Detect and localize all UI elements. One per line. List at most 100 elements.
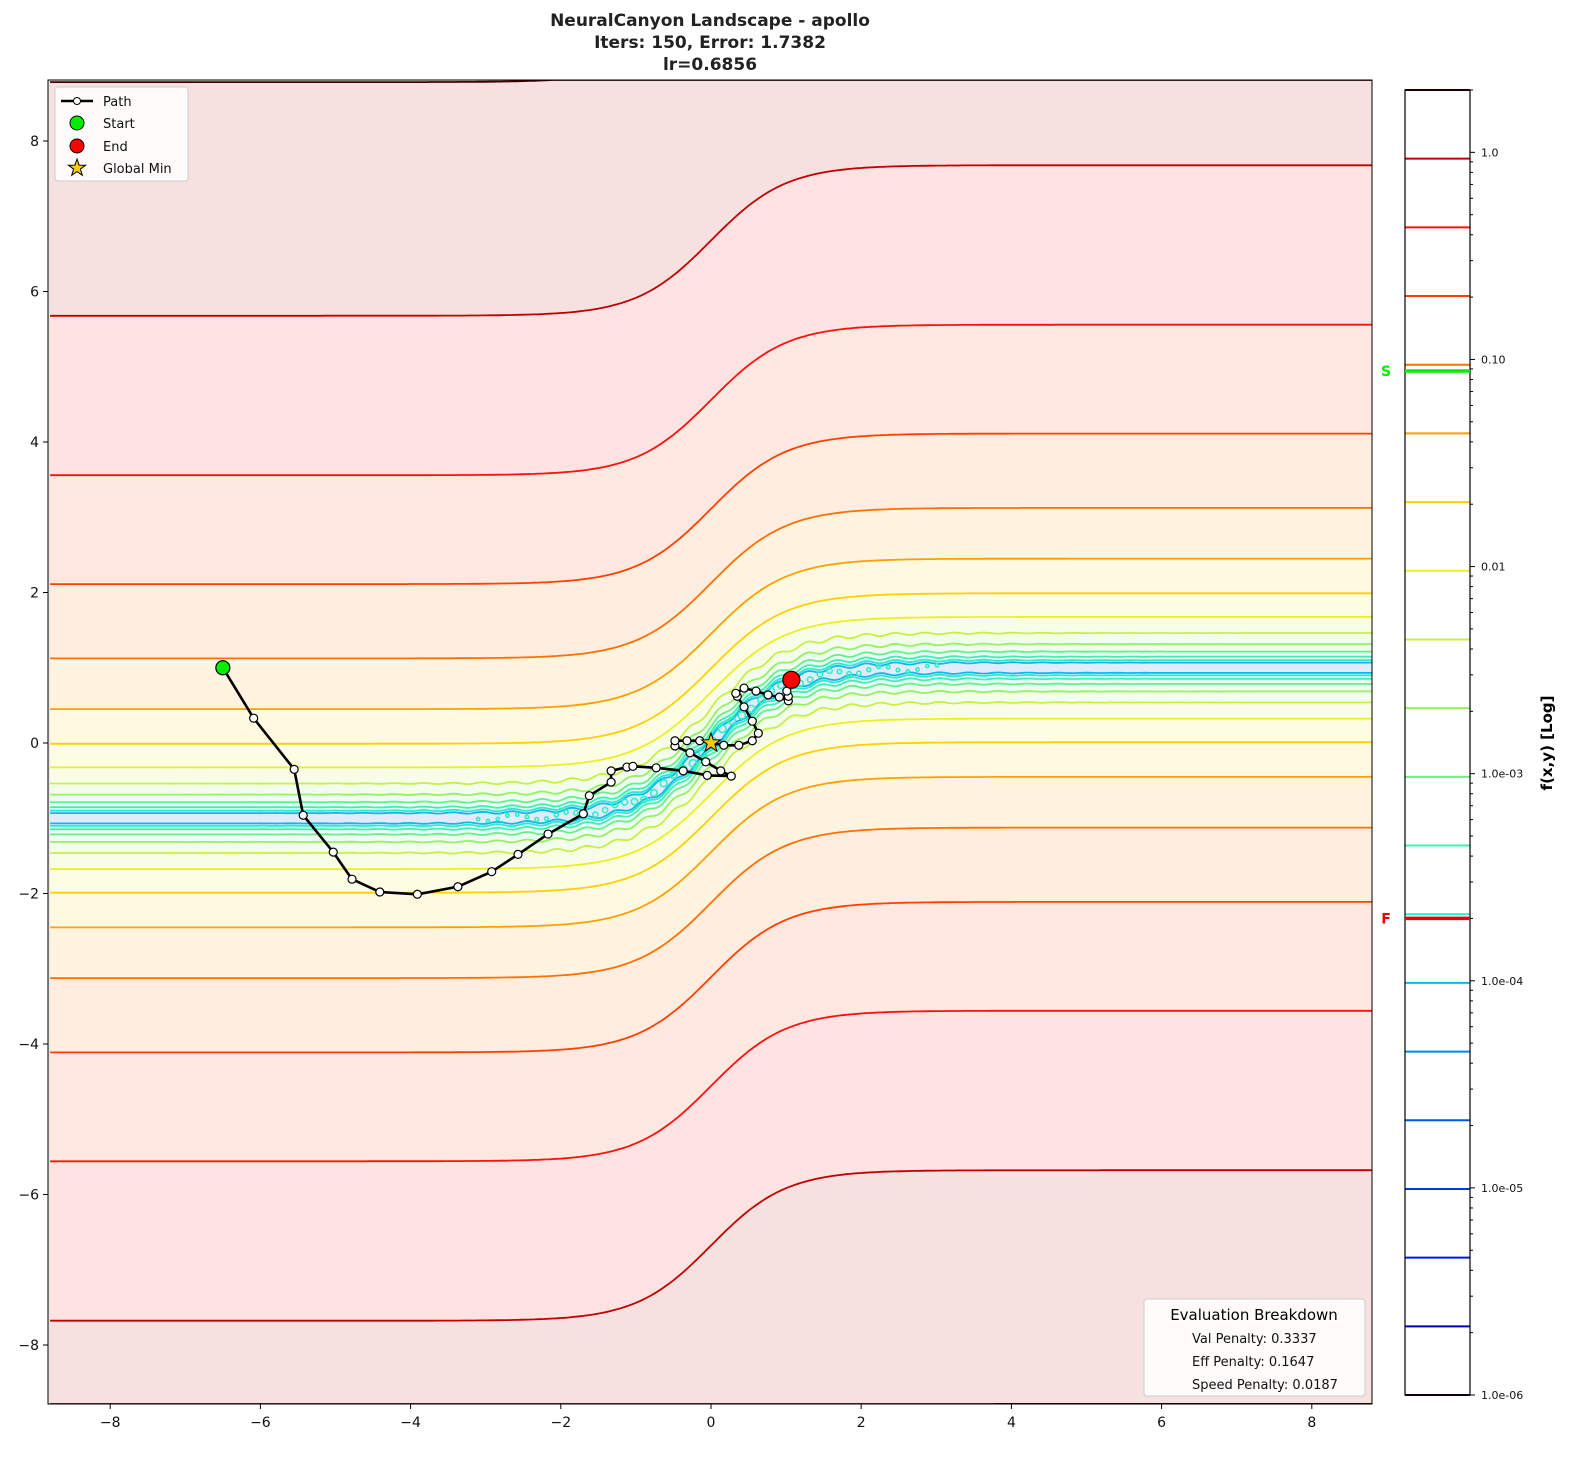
start-marker bbox=[215, 660, 231, 676]
ripple-dot bbox=[524, 814, 530, 820]
ripple-dot bbox=[856, 670, 862, 677]
ripple-dot bbox=[543, 815, 550, 822]
axes: −8 −6 −4 −2 0 2 4 6 8 −8 −6 −4 −2 0 2 4 6 8 bbox=[18, 134, 1316, 1431]
path-point bbox=[753, 728, 763, 738]
colorbar-tick-label: 1.0e-05 bbox=[1481, 1182, 1523, 1195]
end-marker bbox=[782, 670, 801, 689]
ripple-dot bbox=[757, 695, 766, 704]
ripple-dot bbox=[698, 749, 708, 759]
y-tick-label: 2 bbox=[30, 586, 39, 602]
colorbar-marker-label-f: F bbox=[1381, 911, 1391, 927]
colorbar-markers: SF bbox=[1381, 364, 1470, 927]
legend: Path Start End Global Min bbox=[54, 86, 189, 182]
ripple-dot bbox=[688, 758, 698, 768]
contour-line bbox=[50, 323, 1372, 477]
path-point bbox=[747, 716, 757, 726]
ripple-dot bbox=[592, 811, 599, 818]
ripple-dot bbox=[630, 797, 639, 806]
y-tick-label: 6 bbox=[30, 285, 39, 301]
path-point bbox=[487, 867, 497, 877]
chart-title-line-1: NeuralCanyon Landscape - apollo bbox=[550, 11, 870, 31]
path-point bbox=[375, 887, 385, 897]
x-tick-label: 2 bbox=[857, 1415, 866, 1431]
ripple-dot bbox=[485, 818, 491, 824]
y-tick-label: −2 bbox=[18, 887, 39, 903]
optimizer-path bbox=[215, 660, 801, 899]
contour-line bbox=[50, 689, 1372, 844]
path-point bbox=[584, 791, 594, 801]
legend-item-global-min: Global Min bbox=[66, 157, 172, 177]
ripple-dot bbox=[875, 663, 882, 670]
path-point bbox=[751, 686, 761, 696]
speed-penalty: Speed Penalty: 0.0187 bbox=[1192, 1378, 1338, 1393]
colorbar-tick-label: 1.0e-03 bbox=[1481, 768, 1523, 781]
y-tick-label: −8 bbox=[18, 1338, 39, 1354]
ripple-dot bbox=[659, 779, 668, 788]
y-tick-label: 4 bbox=[30, 435, 39, 451]
path-point bbox=[701, 757, 711, 767]
path-point bbox=[543, 829, 553, 839]
colorbar-tick-label: 0.10 bbox=[1481, 353, 1506, 366]
y-tick-label: −6 bbox=[18, 1188, 39, 1204]
contour-line bbox=[50, 671, 1372, 825]
path-point bbox=[734, 740, 744, 750]
x-tick-label: −8 bbox=[100, 1415, 121, 1431]
contour-line bbox=[50, 631, 1372, 786]
path-point bbox=[726, 771, 736, 781]
ripple-dot bbox=[915, 666, 921, 672]
path-point bbox=[685, 748, 695, 758]
contour-line bbox=[50, 557, 1372, 710]
ripple-dot bbox=[806, 676, 814, 684]
path-point bbox=[739, 683, 749, 693]
ripple-dot bbox=[865, 667, 872, 673]
evaluation-title: Evaluation Breakdown bbox=[1170, 1306, 1338, 1324]
path-point bbox=[328, 847, 338, 857]
evaluation-breakdown-box: Evaluation Breakdown Val Penalty: 0.3337… bbox=[1143, 1298, 1366, 1397]
ripple-dot bbox=[495, 816, 501, 822]
contour-line bbox=[50, 1169, 1372, 1322]
ripple-dot bbox=[640, 795, 649, 804]
path-point bbox=[651, 763, 661, 773]
contour-line bbox=[50, 682, 1372, 836]
path-line bbox=[221, 667, 792, 896]
ripple-dot bbox=[717, 724, 727, 734]
star-icon bbox=[66, 157, 88, 177]
ripple-dot bbox=[737, 710, 747, 720]
path-point bbox=[774, 692, 784, 702]
x-tick-label: 4 bbox=[1007, 1415, 1016, 1431]
ripple-dot bbox=[895, 667, 901, 673]
contour-line bbox=[50, 164, 1372, 317]
chart-title-line-2: Iters: 150, Error: 1.7382 bbox=[594, 33, 826, 53]
contour-line bbox=[50, 80, 1372, 83]
path-point bbox=[578, 809, 588, 819]
x-tick-label: −4 bbox=[400, 1415, 421, 1431]
contour-line bbox=[50, 616, 1372, 769]
colorbar-tick-label: 1.0e-06 bbox=[1481, 1389, 1523, 1402]
ripple-dot bbox=[514, 812, 520, 818]
eff-penalty: Eff Penalty: 0.1647 bbox=[1192, 1355, 1314, 1370]
ripple-dot bbox=[669, 770, 678, 780]
legend-label-end: End bbox=[103, 140, 128, 155]
path-point bbox=[719, 740, 729, 750]
colorbar-tick-label: 0.01 bbox=[1481, 561, 1506, 574]
path-point bbox=[670, 736, 680, 746]
chart-title-line-3: lr=0.6856 bbox=[663, 55, 757, 75]
path-point bbox=[606, 766, 616, 776]
legend-item-path: Path bbox=[61, 95, 132, 110]
colorbar-tick-label: 1.0 bbox=[1481, 146, 1499, 159]
contour-line bbox=[50, 826, 1372, 979]
path-point bbox=[731, 688, 741, 698]
global-min-marker bbox=[700, 731, 722, 753]
path-point bbox=[289, 764, 299, 774]
ripple-dot bbox=[776, 681, 785, 690]
ripple-dot bbox=[826, 667, 833, 675]
ripple-dot bbox=[572, 809, 579, 816]
x-tick-label: −2 bbox=[550, 1415, 571, 1431]
val-penalty: Val Penalty: 0.3337 bbox=[1192, 1332, 1317, 1347]
colorbar-ticks: 1.0 0.10 0.01 1.0e-03 1.0e-04 1.0e-05 1.0e-06 bbox=[1470, 89, 1523, 1402]
path-point bbox=[763, 690, 773, 700]
ripple-dot bbox=[846, 670, 853, 677]
contour-line bbox=[50, 673, 1372, 828]
ripple-dot bbox=[885, 664, 891, 670]
contour-line bbox=[50, 650, 1372, 804]
